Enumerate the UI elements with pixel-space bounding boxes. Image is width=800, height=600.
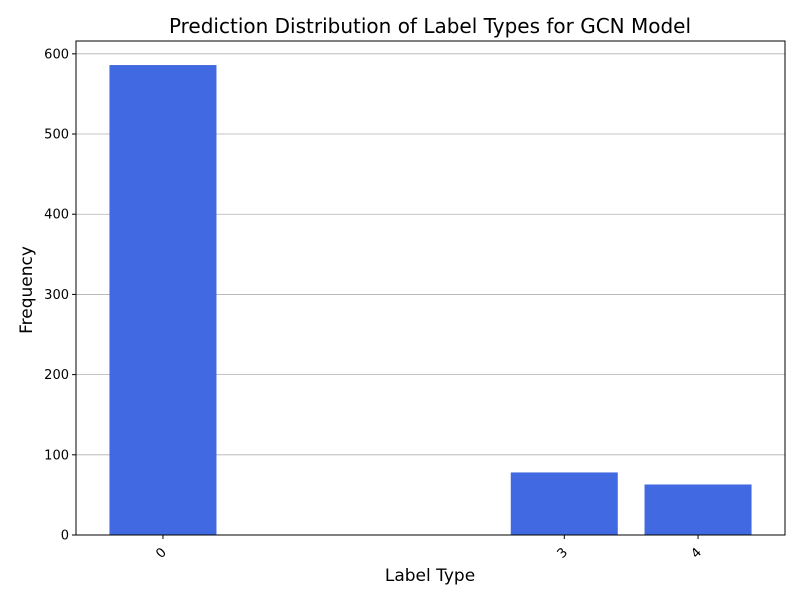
y-tick-label: 200 bbox=[44, 368, 69, 383]
x-axis-label: Label Type bbox=[385, 566, 475, 586]
bar-layer bbox=[109, 65, 752, 535]
y-axis-label: Frequency bbox=[17, 246, 37, 334]
x-tick-label-3: 3 bbox=[555, 545, 571, 561]
bar-4 bbox=[644, 484, 752, 535]
bar-0 bbox=[109, 65, 217, 535]
x-tick-label-4: 4 bbox=[688, 545, 704, 561]
x-tick-label-0: 0 bbox=[153, 545, 169, 561]
y-tick-label: 400 bbox=[44, 208, 69, 223]
plot-frame bbox=[75, 40, 786, 536]
y-tick-label: 300 bbox=[44, 288, 69, 303]
y-tick-label: 0 bbox=[61, 529, 69, 544]
axis-layer: 0 100 200 300 400 500 600 0 3 4 bbox=[44, 40, 786, 562]
chart-title: Prediction Distribution of Label Types f… bbox=[169, 14, 691, 38]
y-tick-label: 500 bbox=[44, 128, 69, 143]
y-tick-label: 100 bbox=[44, 448, 69, 463]
bar-3 bbox=[510, 472, 618, 535]
y-tick-label: 600 bbox=[44, 47, 69, 62]
